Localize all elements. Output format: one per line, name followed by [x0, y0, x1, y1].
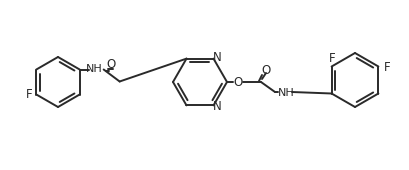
Text: N: N	[213, 51, 221, 64]
Text: F: F	[26, 88, 33, 101]
Text: F: F	[383, 61, 390, 74]
Text: F: F	[328, 52, 335, 65]
Text: O: O	[233, 75, 242, 89]
Text: O: O	[261, 64, 270, 78]
Text: NH: NH	[86, 64, 103, 73]
Text: NH: NH	[277, 88, 294, 98]
Text: O: O	[106, 58, 115, 71]
Text: N: N	[213, 100, 221, 113]
